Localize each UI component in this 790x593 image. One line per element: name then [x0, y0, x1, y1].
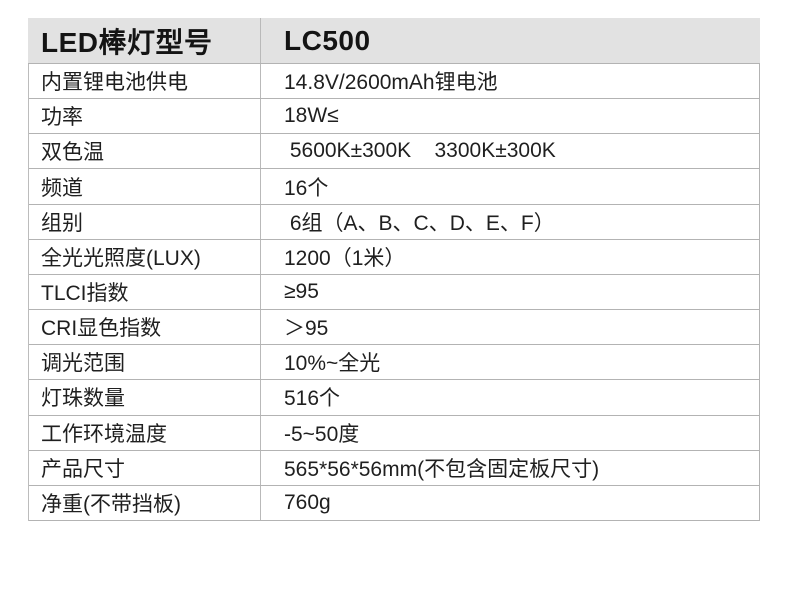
spec-value: 1200（1米）	[284, 246, 406, 270]
spec-label: 工作环境温度	[29, 415, 261, 450]
spec-label: 净重(不带挡板)	[29, 485, 261, 521]
spec-row: 功率 18W≤	[29, 99, 759, 135]
spec-row: 频道 16个	[29, 169, 759, 205]
spec-label: 组别	[29, 204, 261, 239]
spec-label: 双色温	[29, 134, 261, 169]
spec-table-header-row: LED棒灯型号 LC500	[28, 18, 760, 64]
spec-table-body: 内置锂电池供电 14.8V/2600mAh锂电池 功率 18W≤ 双色温 560…	[28, 64, 760, 522]
spec-label: 灯珠数量	[29, 380, 261, 415]
spec-row: CRI显色指数 ＞95	[29, 310, 759, 346]
spec-row: 内置锂电池供电 14.8V/2600mAh锂电池	[29, 64, 759, 100]
spec-label: 调光范围	[29, 345, 261, 380]
spec-label: 全光光照度(LUX)	[29, 239, 261, 274]
spec-row: 全光光照度(LUX) 1200（1米）	[29, 239, 759, 275]
spec-value: 516个	[284, 387, 341, 411]
spec-value: 760g	[284, 490, 331, 514]
spec-table-header-label: LED棒灯型号	[28, 18, 261, 63]
spec-row: 产品尺寸 565*56*56mm(不包含固定板尺寸)	[29, 450, 759, 486]
spec-value: 18W≤	[284, 104, 339, 128]
spec-row: 灯珠数量 516个	[29, 380, 759, 416]
spec-label: 内置锂电池供电	[29, 64, 261, 99]
spec-table: LED棒灯型号 LC500 内置锂电池供电 14.8V/2600mAh锂电池 功…	[28, 18, 760, 522]
spec-value: 10%~全光	[284, 352, 381, 376]
spec-value: 565*56*56mm(不包含固定板尺寸)	[284, 457, 600, 481]
spec-value: ≥95	[284, 280, 319, 304]
spec-label: 频道	[29, 169, 261, 204]
spec-row: 双色温 5600K±300K 3300K±300K	[29, 134, 759, 170]
spec-label: 产品尺寸	[29, 450, 261, 485]
spec-value: 16个	[284, 176, 329, 200]
spec-row: 净重(不带挡板) 760g	[29, 485, 759, 522]
spec-label: TLCI指数	[29, 274, 261, 310]
spec-value: ＞95	[284, 317, 329, 341]
spec-value: -5~50度	[284, 422, 360, 446]
spec-value: 5600K±300K 3300K±300K	[284, 139, 556, 163]
spec-label: CRI显色指数	[29, 310, 261, 345]
spec-value: 6组（A、B、C、D、E、F）	[284, 211, 555, 235]
spec-label: 功率	[29, 99, 261, 134]
spec-row: 调光范围 10%~全光	[29, 345, 759, 381]
spec-value: 14.8V/2600mAh锂电池	[284, 71, 498, 95]
spec-row: 组别 6组（A、B、C、D、E、F）	[29, 204, 759, 240]
spec-row: TLCI指数 ≥95	[29, 274, 759, 311]
spec-table-header-value: LC500	[284, 24, 371, 56]
spec-row: 工作环境温度 -5~50度	[29, 415, 759, 451]
